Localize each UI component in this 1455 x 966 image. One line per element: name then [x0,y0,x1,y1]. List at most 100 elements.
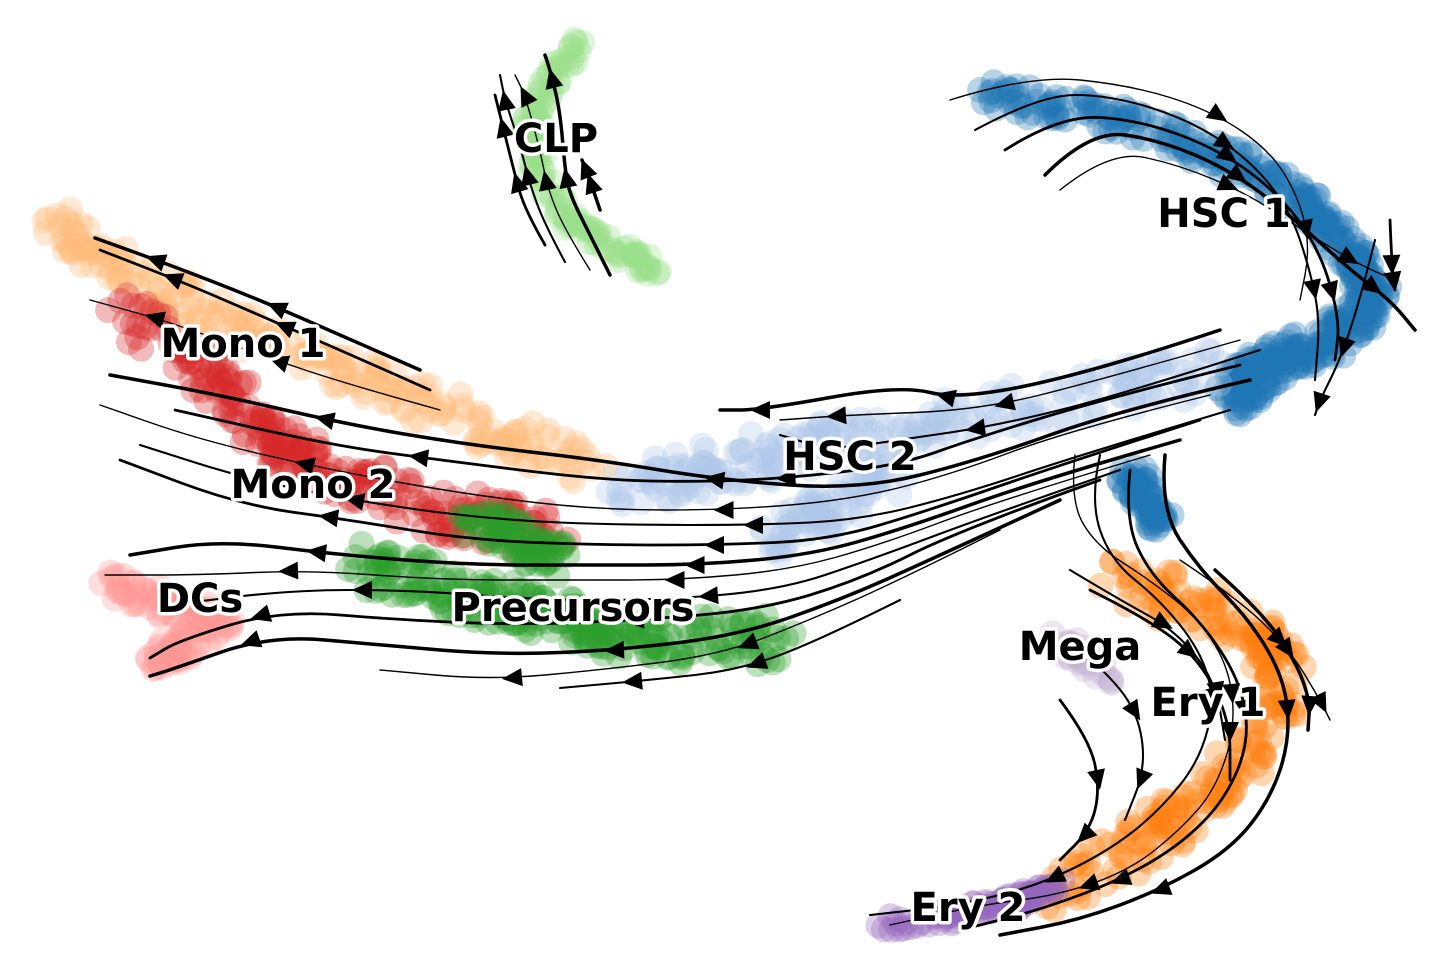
cell-point [1169,831,1196,858]
streamline-arrowhead [240,630,263,648]
cell-point [308,468,335,495]
cell-point [530,598,557,625]
cell-point [184,307,211,333]
cell-point [1164,823,1190,850]
cell-point [590,640,617,667]
cell-point [409,557,436,584]
cell-point [980,69,1007,96]
cell-point [1248,760,1275,787]
cell-point [1243,707,1270,734]
cell-point [1285,352,1312,378]
cell-point [586,227,613,254]
cell-point [886,481,913,508]
cell-point [1144,501,1171,528]
cell-point [1148,594,1175,621]
cell-point [342,558,369,585]
cell-point [430,479,457,506]
cell-point [1140,510,1166,537]
cell-point [575,443,602,470]
cell-point [494,427,521,453]
cell-point [1248,348,1275,375]
cell-point [171,300,198,327]
cell-point [1198,338,1225,365]
cell-point [1036,370,1063,397]
cell-point [1281,335,1308,362]
cell-point [989,892,1016,919]
cell-point [469,403,496,430]
cell-point [1264,369,1291,396]
cell-point [519,410,546,437]
cell-point [688,603,715,630]
cell-point [1344,244,1370,271]
cell-point [526,532,553,559]
cell-point [497,489,524,516]
cell-point [1158,830,1185,857]
cell-point [498,439,525,466]
cell-point [1150,813,1177,840]
cell-point [811,492,838,519]
cell-point [515,606,542,633]
cell-point [230,301,257,328]
cell-point [335,556,362,582]
cell-point [555,439,582,466]
cell-point [1283,333,1310,360]
cell-point [1115,808,1142,835]
cell-point [220,382,247,409]
cell-point [208,602,234,629]
cell-point [213,355,240,382]
cell-point [520,509,547,536]
cell-point [235,369,262,396]
cell-point [48,227,75,254]
cell-point [1314,202,1341,229]
cell-point [783,449,810,476]
cell-point [522,505,549,532]
cell-point [469,430,496,457]
cell-point [814,417,841,444]
cell-point [101,585,128,612]
cell-point [643,622,670,649]
cell-point [129,575,156,602]
cell-point [710,638,737,665]
cell-point [796,420,823,447]
cell-point [1219,386,1246,413]
cell-point [112,581,138,608]
label-mega: Mega [1019,624,1142,670]
cell-point [625,620,652,647]
cell-point [1257,692,1284,719]
cell-point [451,592,477,619]
cell-point [518,598,545,625]
cell-point [1305,337,1332,364]
cell-point [580,606,607,633]
cell-point [1068,852,1095,879]
cell-point [947,900,974,927]
cell-point [860,419,887,446]
cell-point [515,531,541,558]
cell-point [1251,712,1278,739]
cell-point [1018,886,1045,913]
cell-point [563,430,589,457]
streamline-arrowhead [559,167,578,190]
cell-point [1143,516,1170,543]
cell-point [1045,94,1072,121]
cell-point [1352,239,1379,266]
cell-point [937,901,964,928]
cell-point [1230,388,1257,414]
cell-point [655,621,681,648]
cell-point [1055,641,1082,668]
cell-point [1235,370,1262,397]
cell-point [976,80,1003,107]
cell-point [778,512,804,539]
cell-point [122,591,149,618]
cell-point [757,447,784,474]
cell-point [188,377,215,404]
cell-point [1240,372,1267,399]
cell-point [491,425,518,452]
cell-point [959,890,986,917]
cell-point [216,362,243,389]
cell-point [1192,347,1219,374]
cell-point [583,623,610,650]
cell-point [619,242,646,269]
cell-point [1106,467,1133,494]
cell-point [1339,225,1366,252]
cell-point [592,617,619,644]
